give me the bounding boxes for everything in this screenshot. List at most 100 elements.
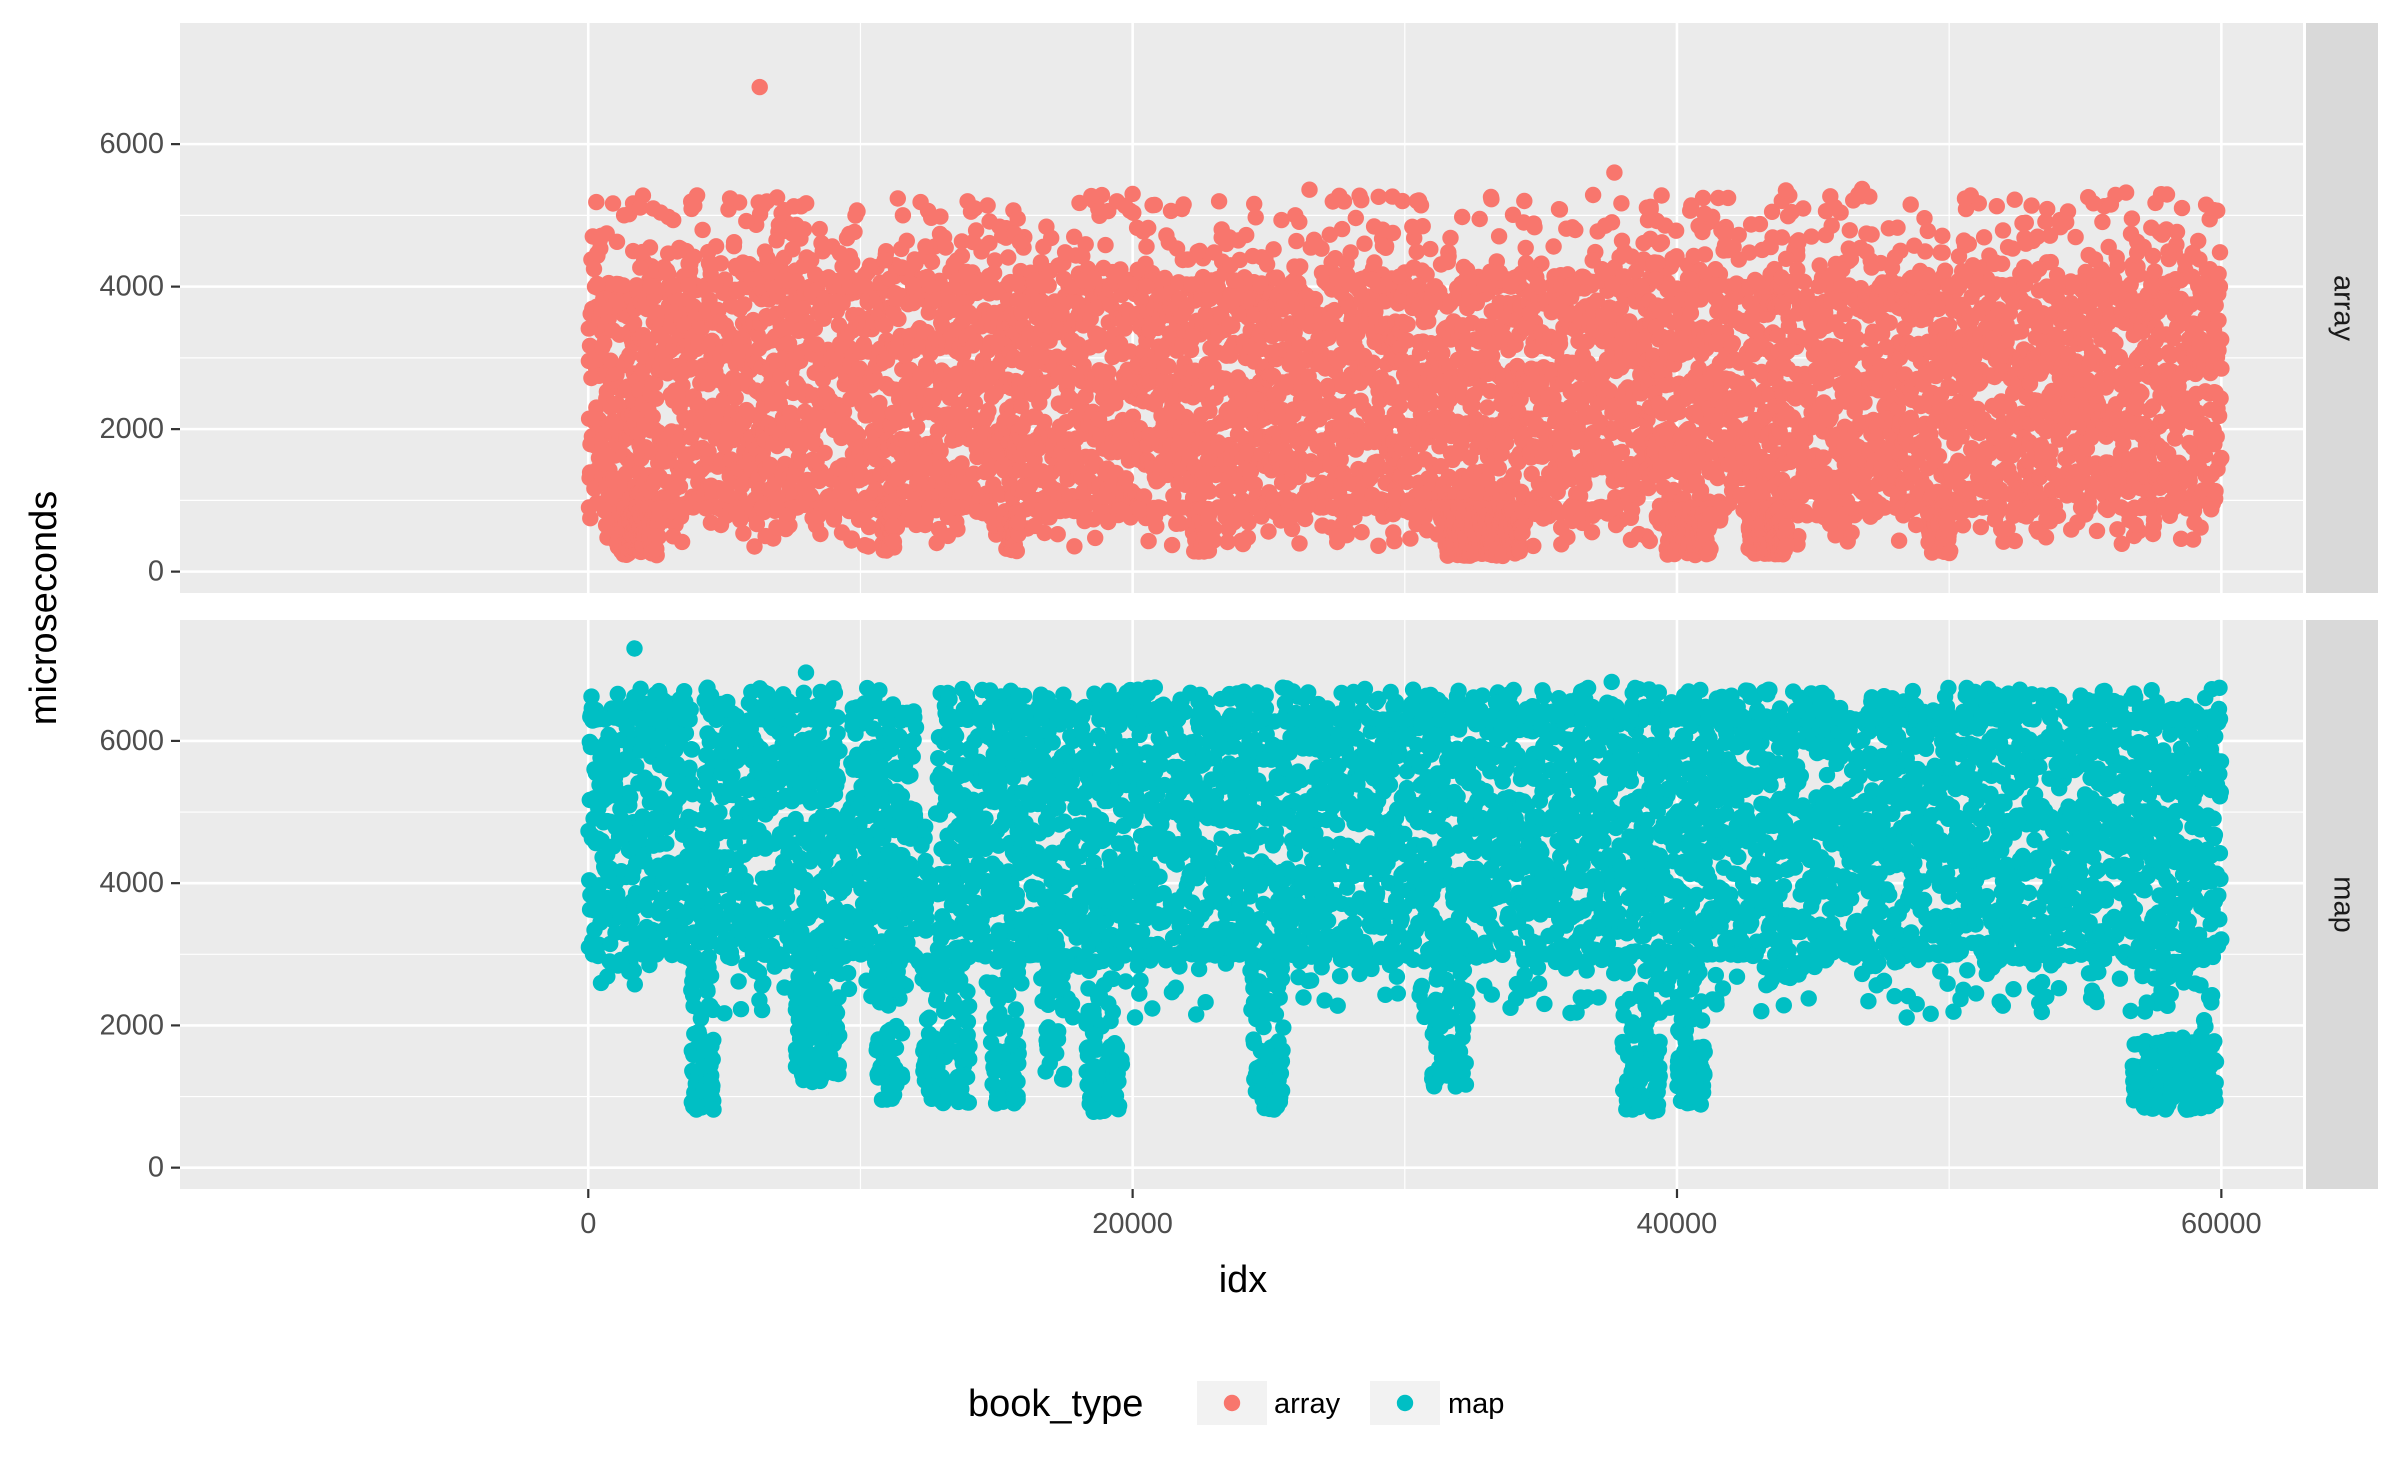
data-point <box>669 243 686 260</box>
data-point <box>2006 191 2023 208</box>
data-point <box>1576 476 1593 493</box>
data-point <box>816 444 833 462</box>
data-point <box>1848 330 1866 347</box>
data-point <box>1122 343 1139 360</box>
data-point <box>1056 244 1074 261</box>
data-point <box>1135 488 1153 505</box>
data-point <box>725 238 743 255</box>
data-point <box>2210 312 2227 329</box>
data-point <box>1013 398 1030 415</box>
data-point <box>1404 218 1421 235</box>
data-point <box>736 296 753 313</box>
data-point <box>835 403 853 420</box>
data-point <box>665 211 682 229</box>
data-point <box>674 377 691 394</box>
data-point <box>1364 354 1382 371</box>
data-point <box>727 389 744 406</box>
data-point <box>923 253 941 270</box>
data-point <box>2080 246 2097 264</box>
data-point <box>1442 229 1459 247</box>
data-point <box>2173 199 2191 217</box>
data-point <box>811 220 828 238</box>
data-point <box>2213 449 2230 467</box>
data-point <box>1934 227 1951 244</box>
data-point <box>2133 385 2150 402</box>
data-point <box>604 195 622 212</box>
data-point <box>1871 278 1888 295</box>
data-point <box>648 390 665 407</box>
data-point <box>1881 314 1898 331</box>
data-point <box>1097 236 1114 254</box>
data-point <box>1410 192 1428 209</box>
data-point <box>1490 460 1508 477</box>
data-point <box>1994 222 2012 239</box>
data-point <box>1399 316 1416 333</box>
data-point <box>671 478 689 495</box>
data-point <box>1822 188 1839 205</box>
data-point <box>1930 447 1948 465</box>
data-point <box>1333 220 1351 238</box>
data-point <box>1160 358 1177 375</box>
data-point <box>831 245 849 262</box>
data-point <box>1205 244 1223 261</box>
data-point <box>1724 334 1742 352</box>
data-point <box>1439 253 1457 271</box>
data-point <box>2017 214 2035 231</box>
data-point <box>1408 243 1425 260</box>
data-point <box>1247 209 1264 226</box>
data-point <box>1863 259 1880 276</box>
data-point <box>1138 238 1155 255</box>
data-point <box>1863 226 1880 243</box>
data-point <box>1422 240 1439 258</box>
data-point <box>890 310 907 328</box>
data-point <box>1890 276 1907 293</box>
data-point <box>1950 248 1968 265</box>
data-point <box>1709 469 1726 487</box>
data-point <box>1117 470 1135 487</box>
data-point <box>1158 227 1175 244</box>
data-point <box>1490 228 1508 245</box>
data-point <box>1956 190 1974 207</box>
data-point <box>2213 331 2230 348</box>
data-point <box>985 264 1003 282</box>
data-point <box>596 335 613 352</box>
data-point <box>1000 249 1017 266</box>
data-point <box>2212 390 2229 407</box>
data-point <box>974 239 992 256</box>
data-point <box>980 402 997 419</box>
data-point <box>2094 213 2111 231</box>
data-point <box>795 300 812 317</box>
data-point <box>1516 192 1533 210</box>
data-point <box>908 418 926 436</box>
data-point <box>896 412 913 429</box>
data-point <box>1035 238 1052 255</box>
data-point <box>2211 244 2229 261</box>
data-point <box>1288 232 1305 250</box>
data-point <box>644 408 661 425</box>
data-points-array <box>580 78 2230 565</box>
data-point <box>1213 229 1230 246</box>
data-point <box>898 232 915 249</box>
data-point <box>1886 249 1904 266</box>
data-point <box>1427 278 1444 295</box>
data-point <box>647 375 664 392</box>
data-point <box>1384 188 1401 205</box>
data-point <box>872 403 890 421</box>
data-point <box>2100 238 2117 256</box>
data-point <box>1034 294 1052 311</box>
data-point <box>1696 205 1713 222</box>
data-point <box>1306 290 1324 308</box>
data-point <box>625 315 643 332</box>
data-point <box>2004 240 2021 257</box>
data-point <box>889 190 906 207</box>
data-point <box>715 391 732 408</box>
facet-panel-array: array <box>180 23 2378 593</box>
data-point <box>1551 335 1569 353</box>
data-point <box>1204 276 1222 293</box>
data-point <box>894 207 912 224</box>
data-point <box>1682 202 1699 219</box>
data-point <box>917 238 934 255</box>
data-point <box>979 197 996 214</box>
data-point <box>953 455 970 472</box>
